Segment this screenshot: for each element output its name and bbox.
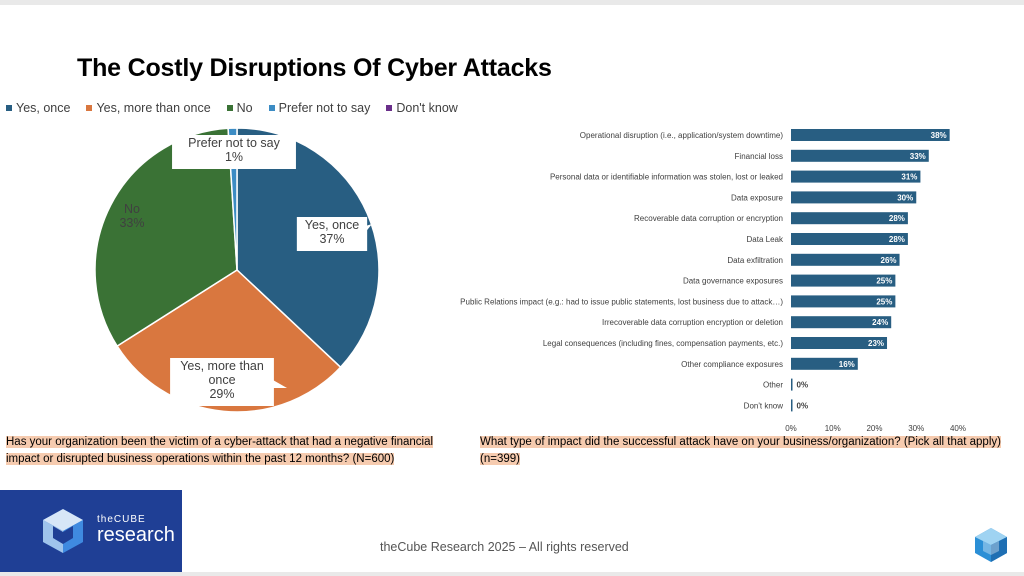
bar	[791, 378, 793, 391]
bar-category-label: Other compliance exposures	[681, 360, 783, 369]
bar-category-label: Personal data or identifiable informatio…	[550, 173, 783, 182]
legend-item-yes-once: Yes, once	[6, 101, 70, 115]
bar	[791, 274, 896, 287]
bar-category-label: Public Relations impact (e.g.: had to is…	[460, 297, 783, 306]
logo-prefix: theCUBE	[97, 514, 146, 525]
legend-swatch-prefer-not	[268, 105, 275, 111]
x-axis-tick-label: 40%	[950, 424, 966, 433]
bar-category-label: Data exfiltration	[727, 256, 783, 265]
bar-value-label: 0%	[797, 381, 809, 390]
legend-label: Prefer not to say	[278, 101, 371, 115]
legend-item-yes-more-than-once: Yes, more than once	[86, 101, 211, 115]
legend-label: Yes, once	[16, 101, 71, 115]
x-axis-tick-label: 0%	[785, 424, 797, 433]
legend-swatch-dont-know	[386, 105, 393, 111]
bar	[791, 191, 917, 204]
cube-logo-icon	[43, 509, 83, 553]
slide-title: The Costly Disruptions Of Cyber Attacks	[77, 54, 552, 82]
bar-value-label: 16%	[839, 360, 855, 369]
bar-value-label: 24%	[872, 318, 888, 327]
x-axis-tick-label: 20%	[866, 424, 882, 433]
bar	[791, 295, 896, 308]
bar-value-label: 26%	[881, 256, 897, 265]
pie-caption: Has your organization been the victim of…	[6, 434, 466, 468]
bar	[791, 129, 950, 141]
bar-value-label: 31%	[901, 173, 917, 182]
legend-item-prefer-not-to-say: Prefer not to say	[268, 101, 371, 115]
corner-cube-icon	[975, 528, 1007, 562]
bar	[791, 316, 892, 329]
bar-value-label: 25%	[876, 277, 892, 286]
legend-label: Don't know	[396, 101, 458, 115]
logo-name: research	[97, 524, 175, 546]
bar	[791, 357, 858, 370]
legend-label: No	[236, 101, 253, 115]
bar-value-label: 38%	[931, 131, 947, 140]
bar-value-label: 0%	[797, 401, 809, 410]
bar	[791, 253, 900, 266]
bar-category-label: Legal consequences (including fines, com…	[543, 339, 783, 348]
x-axis-tick-label: 30%	[908, 424, 924, 433]
bar-category-label: Other	[763, 381, 783, 390]
x-axis-tick-label: 10%	[825, 424, 841, 433]
bar-caption-text: What type of impact did the successful a…	[480, 436, 1001, 465]
legend-label: Yes, more than once	[96, 101, 211, 115]
bar-value-label: 23%	[868, 339, 884, 348]
bar	[791, 233, 908, 245]
bar	[791, 399, 793, 412]
bottom-frame-border	[0, 572, 1024, 576]
legend-swatch-yes-more	[86, 105, 93, 111]
bar-category-label: Irrecoverable data corruption encryption…	[602, 318, 783, 327]
bar-value-label: 30%	[897, 193, 913, 202]
bar-category-label: Data governance exposures	[683, 277, 783, 286]
bar-category-label: Financial loss	[735, 152, 783, 161]
top-frame-border	[0, 0, 1024, 5]
bar-value-label: 25%	[876, 297, 892, 306]
bar	[791, 212, 908, 225]
bar-category-label: Operational disruption (i.e., applicatio…	[580, 131, 784, 140]
bar-category-label: Don't know	[744, 401, 784, 410]
bar-value-label: 28%	[889, 214, 905, 223]
bar-value-label: 33%	[910, 152, 926, 161]
footer-copyright: theCube Research 2025 – All rights reser…	[380, 540, 629, 554]
pie-legend: Yes, once Yes, more than once No Prefer …	[6, 100, 458, 116]
bar-category-label: Data exposure	[731, 193, 784, 202]
bar-category-label: Data Leak	[747, 235, 784, 244]
bar-category-label: Recoverable data corruption or encryptio…	[634, 214, 783, 223]
legend-item-no: No	[226, 101, 253, 115]
pie-caption-text: Has your organization been the victim of…	[6, 436, 434, 465]
legend-swatch-yes-once	[6, 105, 12, 111]
bar	[791, 170, 921, 183]
legend-swatch-no	[226, 105, 233, 111]
brand-logo-panel: theCUBE research	[0, 490, 182, 576]
bar-value-label: 28%	[889, 235, 905, 244]
legend-item-dont-know: Don't know	[386, 101, 458, 115]
bar	[791, 149, 929, 162]
bar-caption: What type of impact did the successful a…	[480, 434, 1020, 468]
bar	[791, 337, 888, 349]
